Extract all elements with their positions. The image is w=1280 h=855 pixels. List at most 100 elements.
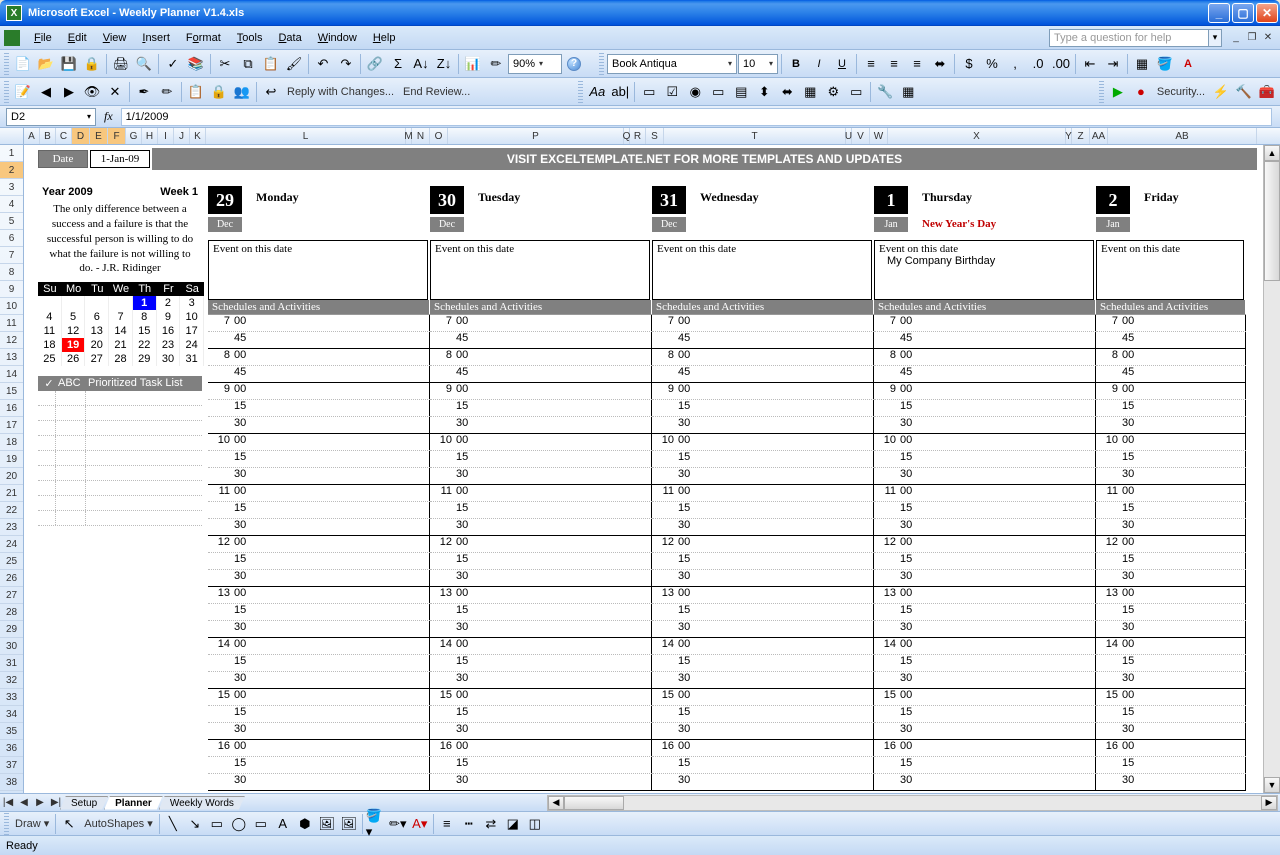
fill-color-icon[interactable]: 🪣 [1154,53,1176,75]
ctrl7-icon[interactable]: ▦ [799,81,821,103]
italic-icon[interactable]: I [808,53,830,75]
row-header[interactable]: 38 [0,774,23,791]
toolbar-grip[interactable] [599,53,604,75]
event-box[interactable]: Event on this date [652,240,872,300]
line-icon[interactable]: ╲ [162,813,184,835]
column-header[interactable]: N [412,128,430,144]
select-all-corner[interactable] [0,128,24,144]
column-header[interactable]: K [190,128,206,144]
picture-icon[interactable]: 🖼 [338,813,360,835]
fill2-icon[interactable]: 🪣▾ [365,813,387,835]
dash-icon[interactable]: ┅ [458,813,480,835]
save-icon[interactable]: 💾 [58,53,80,75]
menu-tools[interactable]: Tools [229,30,271,46]
ctrl3-icon[interactable]: ▭ [707,81,729,103]
horizontal-scrollbar[interactable]: ◀ ▶ [547,795,1278,811]
ctrl6-icon[interactable]: ⬌ [776,81,798,103]
column-header[interactable]: B [40,128,56,144]
new-icon[interactable]: 📄 [12,53,34,75]
scroll-right-icon[interactable]: ▶ [1261,796,1277,810]
next-comment-icon[interactable]: ▶ [58,81,80,103]
ctrl9-icon[interactable]: ▭ [845,81,867,103]
row-header[interactable]: 33 [0,689,23,706]
column-header[interactable]: Z [1072,128,1090,144]
wordart-icon[interactable]: A [272,813,294,835]
ctrl1-icon[interactable]: ☑ [661,81,683,103]
design-icon[interactable]: 🔨 [1233,81,1255,103]
row-header[interactable]: 16 [0,400,23,417]
vertical-scrollbar[interactable]: ▲ ▼ [1263,145,1280,793]
borders-icon[interactable]: ▦ [1131,53,1153,75]
schedule-grid[interactable]: 7004580045900153010001530110015301200153… [652,314,874,791]
tab-prev-icon[interactable]: ◀ [16,795,32,811]
security-label[interactable]: Security... [1153,86,1209,98]
inc-indent-icon[interactable]: ⇥ [1102,53,1124,75]
column-header[interactable]: G [126,128,142,144]
textbox-label-icon[interactable]: Aa [586,81,608,103]
row-header[interactable]: 9 [0,281,23,298]
column-header[interactable]: P [448,128,624,144]
comma-icon[interactable]: , [1004,53,1026,75]
delete-comment-icon[interactable]: ✕ [104,81,126,103]
ctrl10-icon[interactable]: 🔧 [874,81,896,103]
copy-icon[interactable]: ⧉ [237,53,259,75]
column-header[interactable]: T [664,128,846,144]
sort-desc-icon[interactable]: Z↓ [433,53,455,75]
formula-input[interactable]: 1/1/2009 [121,108,1272,126]
column-header[interactable]: C [56,128,72,144]
macro-play-icon[interactable]: ▶ [1107,81,1129,103]
row-header[interactable]: 12 [0,332,23,349]
dec-decimal-icon[interactable]: .00 [1050,53,1072,75]
prev-comment-icon[interactable]: ◀ [35,81,57,103]
row-header[interactable]: 15 [0,383,23,400]
show-comments-icon[interactable]: 📝 [12,81,34,103]
column-header[interactable]: S [646,128,664,144]
close-button[interactable]: ✕ [1256,3,1278,23]
bold-icon[interactable]: B [785,53,807,75]
column-header[interactable]: J [174,128,190,144]
column-header[interactable]: R [630,128,646,144]
toolbar-grip[interactable] [578,81,583,103]
share-icon[interactable]: 👥 [231,81,253,103]
ctrl4-icon[interactable]: ▤ [730,81,752,103]
row-header[interactable]: 14 [0,366,23,383]
help-icon[interactable]: ? [567,57,581,71]
preview-icon[interactable]: 🔍 [133,53,155,75]
merge-icon[interactable]: ⬌ [929,53,951,75]
textbox2-icon[interactable]: ▭ [250,813,272,835]
column-header[interactable]: H [142,128,158,144]
date-value[interactable]: 1-Jan-09 [90,150,150,168]
row-header[interactable]: 29 [0,621,23,638]
row-header[interactable]: 2 [0,162,23,179]
hyperlink-icon[interactable]: 🔗 [364,53,386,75]
tab-planner[interactable]: Planner [104,796,163,810]
scroll-left-icon[interactable]: ◀ [548,796,564,810]
sort-asc-icon[interactable]: A↓ [410,53,432,75]
scroll-thumb[interactable] [1264,161,1280,281]
protect-icon[interactable]: 🔒 [208,81,230,103]
autosum-icon[interactable]: Σ [387,53,409,75]
draw-menu[interactable]: Draw ▾ [11,817,53,830]
column-header[interactable]: A [24,128,40,144]
menu-insert[interactable]: Insert [134,30,178,46]
zoom-combo[interactable]: 90%▾ [508,54,562,74]
toolbar-grip[interactable] [4,81,9,103]
column-header[interactable]: L [206,128,406,144]
ask-dropdown-icon[interactable]: ▾ [1209,29,1222,47]
undo-icon[interactable]: ↶ [312,53,334,75]
toolbox-icon[interactable]: 🧰 [1256,81,1278,103]
reply-label[interactable]: Reply with Changes... [283,86,398,98]
row-header[interactable]: 21 [0,485,23,502]
dec-indent-icon[interactable]: ⇤ [1079,53,1101,75]
reply-icon[interactable]: ↩ [260,81,282,103]
row-header[interactable]: 27 [0,587,23,604]
3d-icon[interactable]: ◫ [524,813,546,835]
menu-file[interactable]: File [26,30,60,46]
event-box[interactable]: Event on this dateMy Company Birthday [874,240,1094,300]
row-header[interactable]: 17 [0,417,23,434]
spell-icon[interactable]: ✓ [162,53,184,75]
chart-icon[interactable]: 📊 [462,53,484,75]
vba-icon[interactable]: ⚡ [1210,81,1232,103]
arrow-icon[interactable]: ↘ [184,813,206,835]
underline-icon[interactable]: U [831,53,853,75]
